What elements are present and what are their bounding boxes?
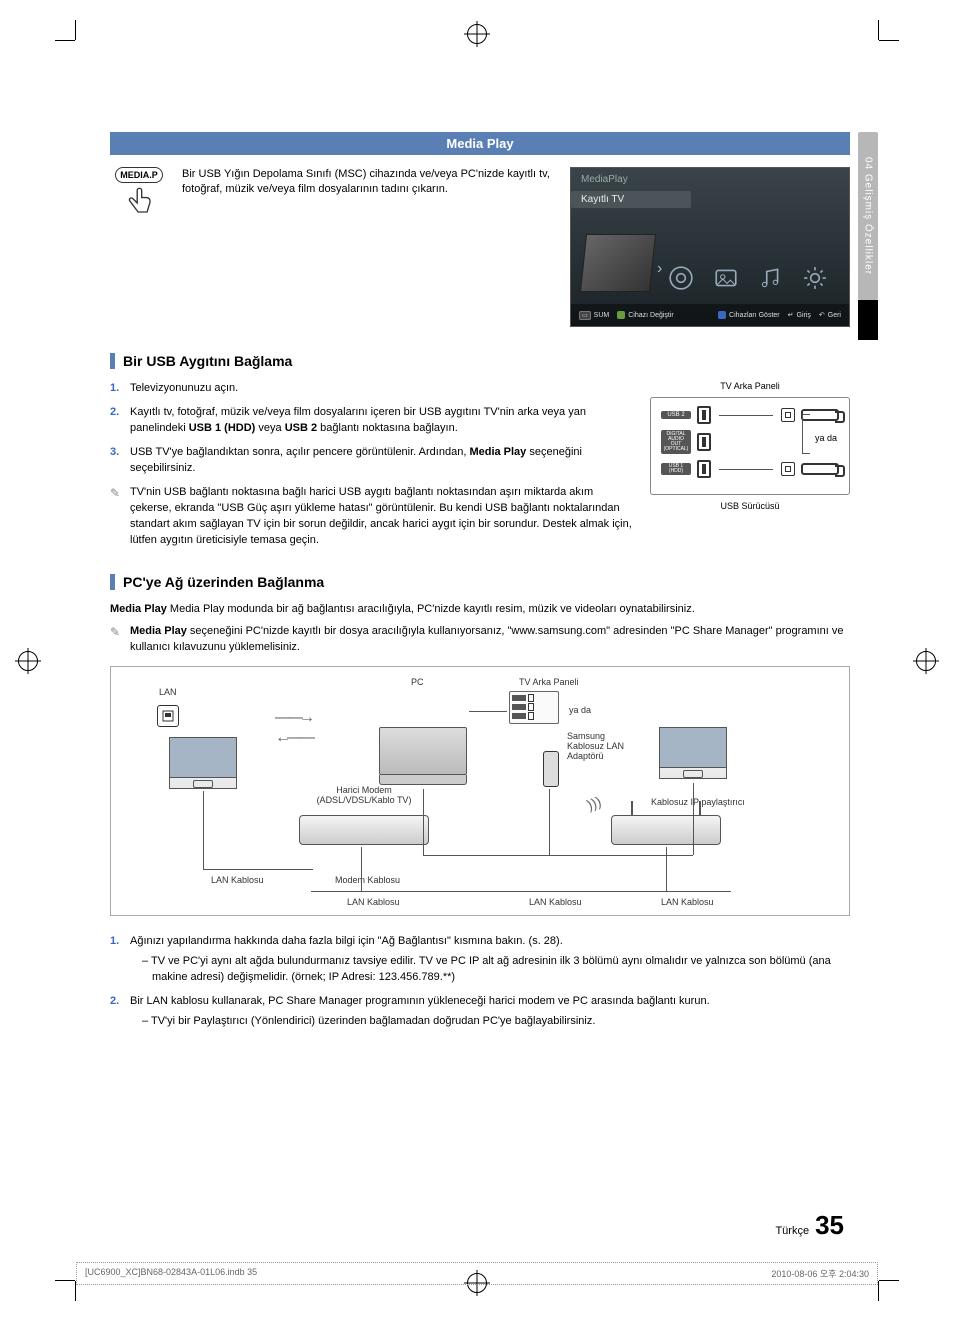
modem-cable-label: Modem Kablosu bbox=[335, 875, 400, 885]
laptop-icon bbox=[379, 727, 467, 785]
preview-title: MediaPlay bbox=[571, 168, 849, 187]
wifi-dongle-icon bbox=[543, 751, 559, 787]
remote-key-label: MEDIA.P bbox=[115, 167, 163, 183]
pc-intro: Media Play Media Play modunda bir ağ bağ… bbox=[110, 602, 850, 618]
lan-cable-label: LAN Kablosu bbox=[529, 897, 582, 907]
list-number: 2. bbox=[110, 405, 124, 421]
tv-panel-label: TV Arka Paneli bbox=[519, 677, 579, 687]
usb2-port-label: USB 2 bbox=[661, 411, 691, 419]
d-key-icon bbox=[718, 311, 726, 319]
lan-label: LAN bbox=[159, 687, 177, 697]
pc-step-1: Ağınızı yapılandırma hakkında daha fazla… bbox=[130, 935, 563, 947]
usb-note: TV'nin USB bağlantı noktasına bağlı hari… bbox=[130, 485, 632, 549]
sum-key: ▭ bbox=[579, 311, 591, 320]
connector-icon bbox=[781, 408, 795, 422]
usb-step-1: Televizyonunuzu açın. bbox=[130, 381, 238, 397]
page-number: 35 bbox=[815, 1210, 844, 1241]
show-devices-label: Cihazları Göster bbox=[729, 312, 780, 319]
wifi-waves-icon: ))) bbox=[585, 793, 604, 813]
usb-port-icon bbox=[697, 406, 711, 424]
print-footer: [UC6900_XC]BN68-02843A-01L06.indb 35 201… bbox=[76, 1262, 878, 1285]
pc-heading: PC'ye Ağ üzerinden Bağlanma bbox=[110, 574, 850, 590]
page-footer: Türkçe 35 bbox=[775, 1210, 844, 1241]
footer-lang: Türkçe bbox=[775, 1225, 809, 1237]
pc-step-1-sub: – TV ve PC'yi aynı alt ağda bulundurmanı… bbox=[130, 954, 850, 986]
sum-label: SUM bbox=[594, 312, 610, 319]
adapter-label: Samsung Kablosuz LAN Adaptörü bbox=[567, 731, 627, 761]
usb-step-2: Kayıtlı tv, fotoğraf, müzik ve/veya film… bbox=[130, 405, 632, 437]
photo-icon bbox=[712, 264, 740, 292]
page-edge-marker bbox=[858, 300, 878, 340]
tv-icon bbox=[169, 737, 237, 789]
footer-timestamp: 2010-08-06 오후 2:04:30 bbox=[771, 1267, 869, 1280]
intro-text: Bir USB Yığın Depolama Sınıfı (MSC) ciha… bbox=[182, 167, 556, 198]
usb-stick-icon bbox=[801, 463, 839, 475]
usb1-port-label: USB 1(HDD) bbox=[661, 463, 691, 475]
optical-port-icon bbox=[697, 433, 711, 451]
panel-label: TV Arka Paneli bbox=[650, 381, 850, 391]
lan-jack-icon bbox=[157, 705, 179, 727]
registration-mark bbox=[18, 651, 38, 671]
or-label-2: ya da bbox=[569, 705, 591, 715]
connector-icon bbox=[781, 462, 795, 476]
list-number: 2. bbox=[110, 994, 124, 1010]
section-side-tab: 04 Gelişmiş Özellikler bbox=[858, 132, 878, 300]
usb-heading: Bir USB Aygıtını Bağlama bbox=[110, 353, 850, 369]
registration-mark bbox=[467, 24, 487, 44]
usb-drive-caption: USB Sürücüsü bbox=[650, 501, 850, 511]
pc-note: Media Play seçeneğini PC'nizde kayıtlı b… bbox=[130, 624, 850, 656]
preview-recorded-tv: Kayıtlı TV bbox=[571, 191, 691, 208]
list-number: 1. bbox=[110, 934, 124, 950]
video-icon bbox=[667, 264, 695, 292]
footer-file: [UC6900_XC]BN68-02843A-01L06.indb 35 bbox=[85, 1267, 257, 1280]
hand-pointer-icon bbox=[121, 185, 157, 221]
mediaplay-preview: MediaPlay Kayıtlı TV › ▭SUM Cihazı Değiş… bbox=[570, 167, 850, 327]
list-number: 1. bbox=[110, 381, 124, 397]
preview-bottom-bar: ▭SUM Cihazı Değiştir Cihazları Göster ↵G… bbox=[571, 304, 849, 326]
return-label: Geri bbox=[828, 312, 841, 319]
router-label: Kablosuz IP paylaştırıcı bbox=[651, 797, 771, 807]
registration-mark bbox=[916, 651, 936, 671]
pc-step-2: Bir LAN kablosu kullanarak, PC Share Man… bbox=[130, 995, 710, 1007]
enter-label: Giriş bbox=[797, 312, 811, 319]
arrow-icon: ←—— bbox=[275, 729, 311, 747]
music-icon bbox=[756, 264, 784, 292]
tv-rear-panel-diagram: USB 2 DIGITALAUDIO OUT(OPTICAL) USB 1(HD… bbox=[650, 397, 850, 495]
lan-cable-label: LAN Kablosu bbox=[347, 897, 400, 907]
ext-modem-label: Harici Modem(ADSL/VDSL/Kablo TV) bbox=[299, 785, 429, 805]
network-diagram: LAN PC ——→ ←—— TV Arka Paneli ya da Sams… bbox=[110, 666, 850, 916]
router-icon bbox=[611, 815, 721, 845]
return-key-icon: ↶ bbox=[819, 311, 825, 319]
section-title: Media Play bbox=[110, 132, 850, 155]
settings-icon bbox=[801, 264, 829, 292]
remote-button-illustration: MEDIA.P bbox=[110, 167, 168, 221]
note-icon: ✎ bbox=[110, 624, 124, 641]
lan-cable-label: LAN Kablosu bbox=[211, 875, 264, 885]
change-device-label: Cihazı Değiştir bbox=[628, 312, 674, 319]
list-number: 3. bbox=[110, 445, 124, 461]
pc-step-2-sub: – TV'yi bir Paylaştırıcı (Yönlendirici) … bbox=[130, 1014, 850, 1030]
usb-port-icon bbox=[697, 460, 711, 478]
enter-key-icon: ↵ bbox=[788, 311, 794, 319]
pc-label: PC bbox=[411, 677, 424, 687]
a-key-icon bbox=[617, 311, 625, 319]
side-tab-label: 04 Gelişmiş Özellikler bbox=[863, 157, 874, 275]
usb-stick-icon bbox=[801, 409, 839, 421]
page-content: Media Play MEDIA.P Bir USB Yığın Depolam… bbox=[110, 132, 850, 1038]
note-icon: ✎ bbox=[110, 485, 124, 502]
arrow-icon: ——→ bbox=[275, 709, 311, 727]
lan-cable-label: LAN Kablosu bbox=[661, 897, 714, 907]
modem-icon bbox=[299, 815, 429, 845]
optical-port-label: DIGITALAUDIO OUT(OPTICAL) bbox=[661, 430, 691, 454]
or-label: ya da bbox=[815, 433, 837, 443]
tv-icon bbox=[659, 727, 727, 779]
tv-panel-mini bbox=[509, 691, 559, 724]
usb-step-3: USB TV'ye bağlandıktan sonra, açılır pen… bbox=[130, 445, 632, 477]
